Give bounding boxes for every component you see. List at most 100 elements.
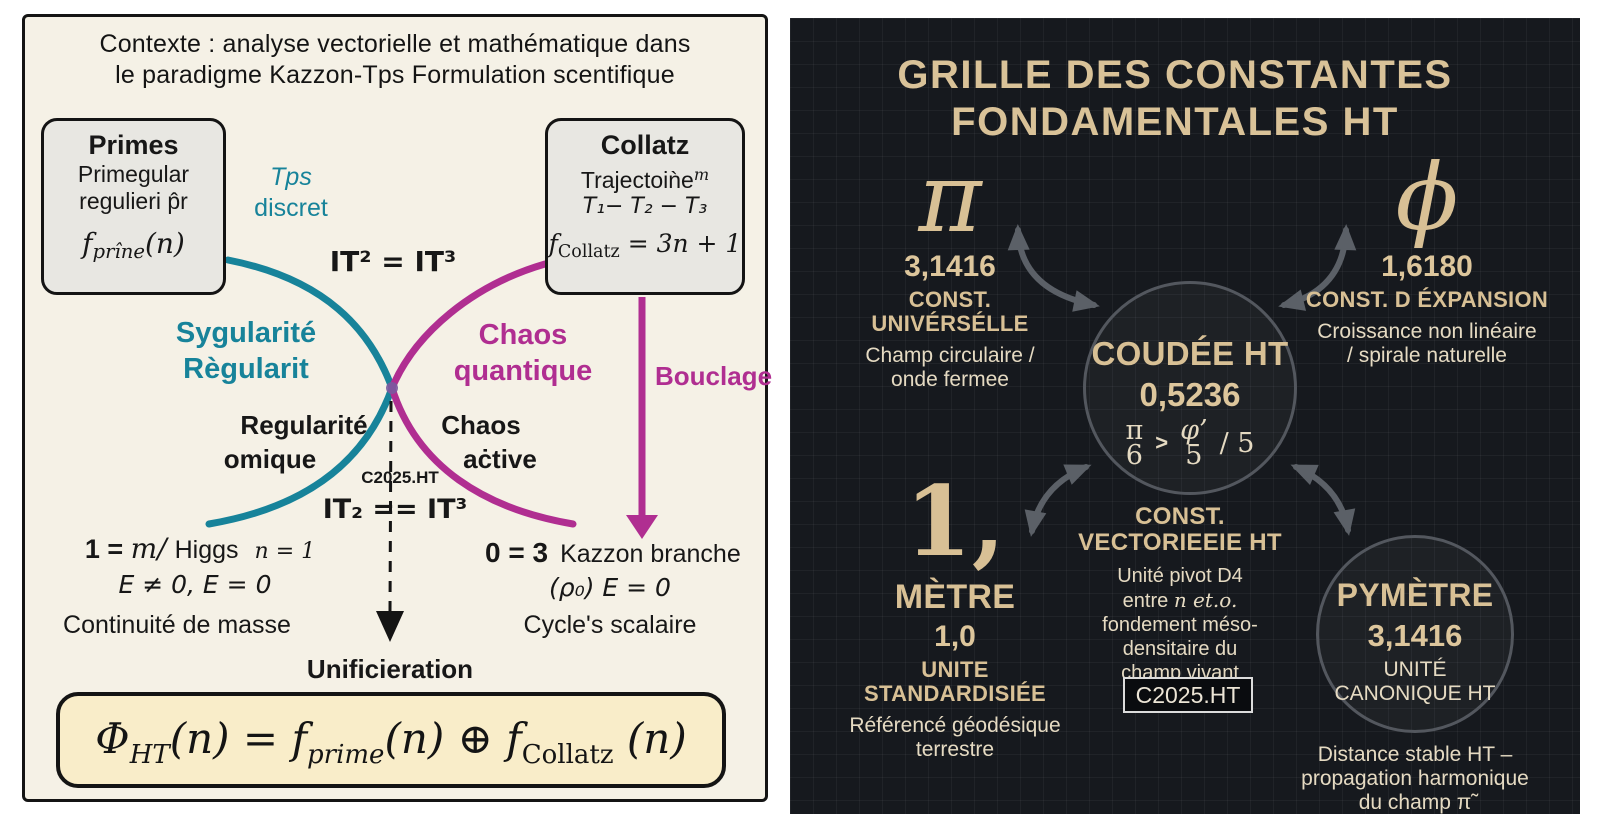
chaos-quantique-line1: Chaos [478, 319, 568, 351]
sygularite-line2: Règularit [183, 353, 309, 385]
kazzon-equation: 0 = 3 Kazzon branche [485, 537, 775, 569]
unification-dashed-line [388, 400, 393, 612]
coudee-frac2-num: φ’ [1180, 415, 1208, 446]
coudee-frac2-den: 5 [1185, 440, 1203, 471]
grid-title: GRILLE DES CONSTANTES FONDAMENTALES HT [790, 52, 1560, 146]
chaos-active-line1: Chaos [441, 410, 521, 440]
one-comma-symbol: 1, [904, 465, 1006, 578]
metre-label-line1: UNITE [921, 657, 989, 682]
sygularite-label: Sygularité Règularit [146, 315, 346, 387]
metre-desc-line2: terrestre [915, 738, 995, 761]
chaos-quantique-label: Chaos quantique [423, 317, 623, 389]
pi-value: 3,1416 [904, 250, 996, 283]
tps-label: Tps [270, 163, 312, 191]
chaos-active-line2: aċtive [463, 444, 537, 474]
phi-desc-line2: / spirale naturelle [1347, 344, 1507, 367]
coudee-gt: > [1155, 430, 1169, 455]
arrow-metre-coudee [1024, 464, 1092, 537]
phi-label: CONST. D ÉXPANSION [1305, 287, 1549, 312]
higgs-eq-one: 1 = [84, 534, 131, 564]
higgs-eq-n: n = 1 [254, 539, 316, 564]
coudee-frac1-den: 6 [1125, 440, 1143, 471]
primes-formula-arg: (n) [144, 227, 185, 260]
pymetre-value: 3,1416 [1367, 618, 1463, 653]
master-formula: ΦHT(n) = fprime(n) ⊕ fCollatz (n) [60, 714, 722, 770]
metre-label-line2: STANDARDISIÉE [864, 681, 1046, 706]
formula-seg3: (n) [613, 714, 687, 763]
pymetre-desc: Distance stable HT – propagation harmoni… [1280, 743, 1550, 815]
pymetre-desc-line3: du champ π̃ [1358, 791, 1472, 814]
context-title-line1: Contexte : analyse vectorielle et mathém… [99, 30, 691, 58]
it2-eqeq-it3-mid: IT₂ == IT³ [322, 494, 468, 525]
discret-label: discret [254, 194, 328, 222]
coudee-value: 0,5236 [1139, 376, 1241, 413]
pymetre-label-line2: CANONIQUE HT [1334, 682, 1496, 705]
collatz-formula-eq: = 3n + 1 [627, 229, 742, 258]
coudee-frac-tail: / 5 [1219, 427, 1255, 459]
regularite-omique-line1: Regularité [240, 410, 368, 440]
phi-symbol: ϕ [1395, 144, 1459, 251]
sygularite-line1: Sygularité [175, 317, 317, 349]
pymetre-label-line1: UNITÉ [1383, 658, 1447, 681]
collatz-trajectory: Trajectoiǹem [548, 161, 742, 194]
cycle-scalaire-label: Cycle's scalaire [523, 611, 697, 639]
collatz-formula: fCollatz = 3n + 1 [548, 229, 742, 262]
formula-seg2: (n) ⊕ f [384, 714, 522, 763]
left-panel-curves [205, 256, 658, 642]
vect-body-entre: entre [1122, 590, 1174, 612]
unification-label: Unificieration [306, 654, 474, 684]
pymetre-desc-line2: propagation harmonique [1301, 767, 1529, 790]
pi-symbol: π [918, 142, 982, 254]
bouclage-arrowhead [626, 515, 658, 539]
collatz-trajectory-text: Trajectoiǹe [580, 167, 694, 193]
primes-box-subtitle-2: regulieri p̂r [79, 188, 188, 214]
regularite-omique-line2: omique [223, 444, 317, 474]
pi-block: π 3,1416 CONST. UNIVÉRSÉLLE Champ circul… [825, 146, 1075, 392]
collatz-formula-sub: Collatz [557, 242, 620, 262]
primes-formula-f: f [82, 227, 93, 260]
context-title-line2: le paradigme Kazzon-Tps Formulation scen… [115, 61, 675, 89]
pi-label-line2: UNIVÉRSÉLLE [871, 311, 1029, 336]
chaos-quantique-line2: quantique [453, 355, 593, 387]
primes-box-subtitle-1: Primegular [77, 161, 190, 187]
coudee-title: COUDÉE HT [1091, 335, 1289, 372]
higgs-eq-m: m/ [130, 532, 167, 565]
collatz-t-sequence: T₁− T₂ − T₃ [582, 194, 708, 219]
phi-block: ϕ 1,6180 CONST. D ÉXPANSION Croissance n… [1302, 146, 1552, 368]
unification-arrowhead [376, 611, 404, 642]
collatz-trajectory-sup: m [693, 165, 710, 184]
collatz-box: Collatz Trajectoiǹem T₁− T₂ − T₃ fCollat… [545, 118, 745, 295]
rho-equation: (ρ₀) E = 0 [549, 573, 671, 602]
vect-body-line2: entre n et.o. [1050, 588, 1310, 613]
vect-body-line1: Unité pivot D4 [1117, 565, 1243, 587]
primes-formula-sub: prîne [92, 240, 145, 263]
pymetre-desc-line1: Distance stable HT – [1317, 743, 1513, 766]
primes-formula: fprîne(n) [44, 227, 223, 263]
arrow-phi-coudee [1278, 224, 1357, 311]
phi-desc-line1: Croissance non linéaire [1317, 320, 1537, 343]
arrow-pi-coudee [1007, 224, 1100, 312]
crossing-dot [386, 382, 398, 394]
it2-eq-it3-top: IT² = IT³ [329, 245, 457, 278]
vect-body-line4: densitaire du [1122, 638, 1238, 660]
tps-discret-label: Tps discret [231, 162, 351, 224]
vectorielle-block: CONST. VECTORIEEIE HT Unité pivot D4 ent… [1050, 504, 1310, 685]
vect-label-line1: CONST. [1135, 503, 1225, 530]
primes-box: Primes Primegular regulieri p̂r fprîne(n… [41, 118, 226, 295]
higgs-equation: 1 = m/Higgs n = 1 [65, 532, 335, 565]
primes-box-title: Primes [88, 130, 179, 160]
pi-desc-line2: onde fermee [891, 368, 1009, 391]
pymetre-circle: PYMÈTRE 3,1416 UNITÉ CANONIQUE HT [1316, 535, 1514, 733]
pi-desc-line1: Champ circulaire / [865, 344, 1035, 367]
metre-block: 1, MÈTRE 1,0 UNITE STANDARDISIÉE Référen… [830, 466, 1080, 762]
left-panel: Contexte : analyse vectorielle et mathém… [22, 14, 772, 802]
arrow-pymetre-coudee [1290, 464, 1356, 536]
continuite-label: Continuité de masse [63, 611, 291, 639]
metre-desc-line1: Référencé géodésique [849, 714, 1061, 737]
coudee-frac-phi5: φ’ 5 [1180, 415, 1208, 471]
vect-label-line2: VECTORIEEIE HT [1078, 529, 1282, 556]
pymetre-name: PYMÈTRE [1336, 577, 1494, 613]
